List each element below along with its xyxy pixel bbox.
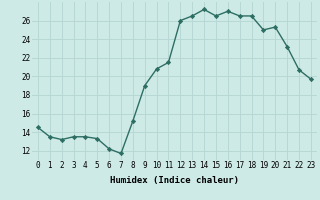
X-axis label: Humidex (Indice chaleur): Humidex (Indice chaleur)	[110, 176, 239, 185]
